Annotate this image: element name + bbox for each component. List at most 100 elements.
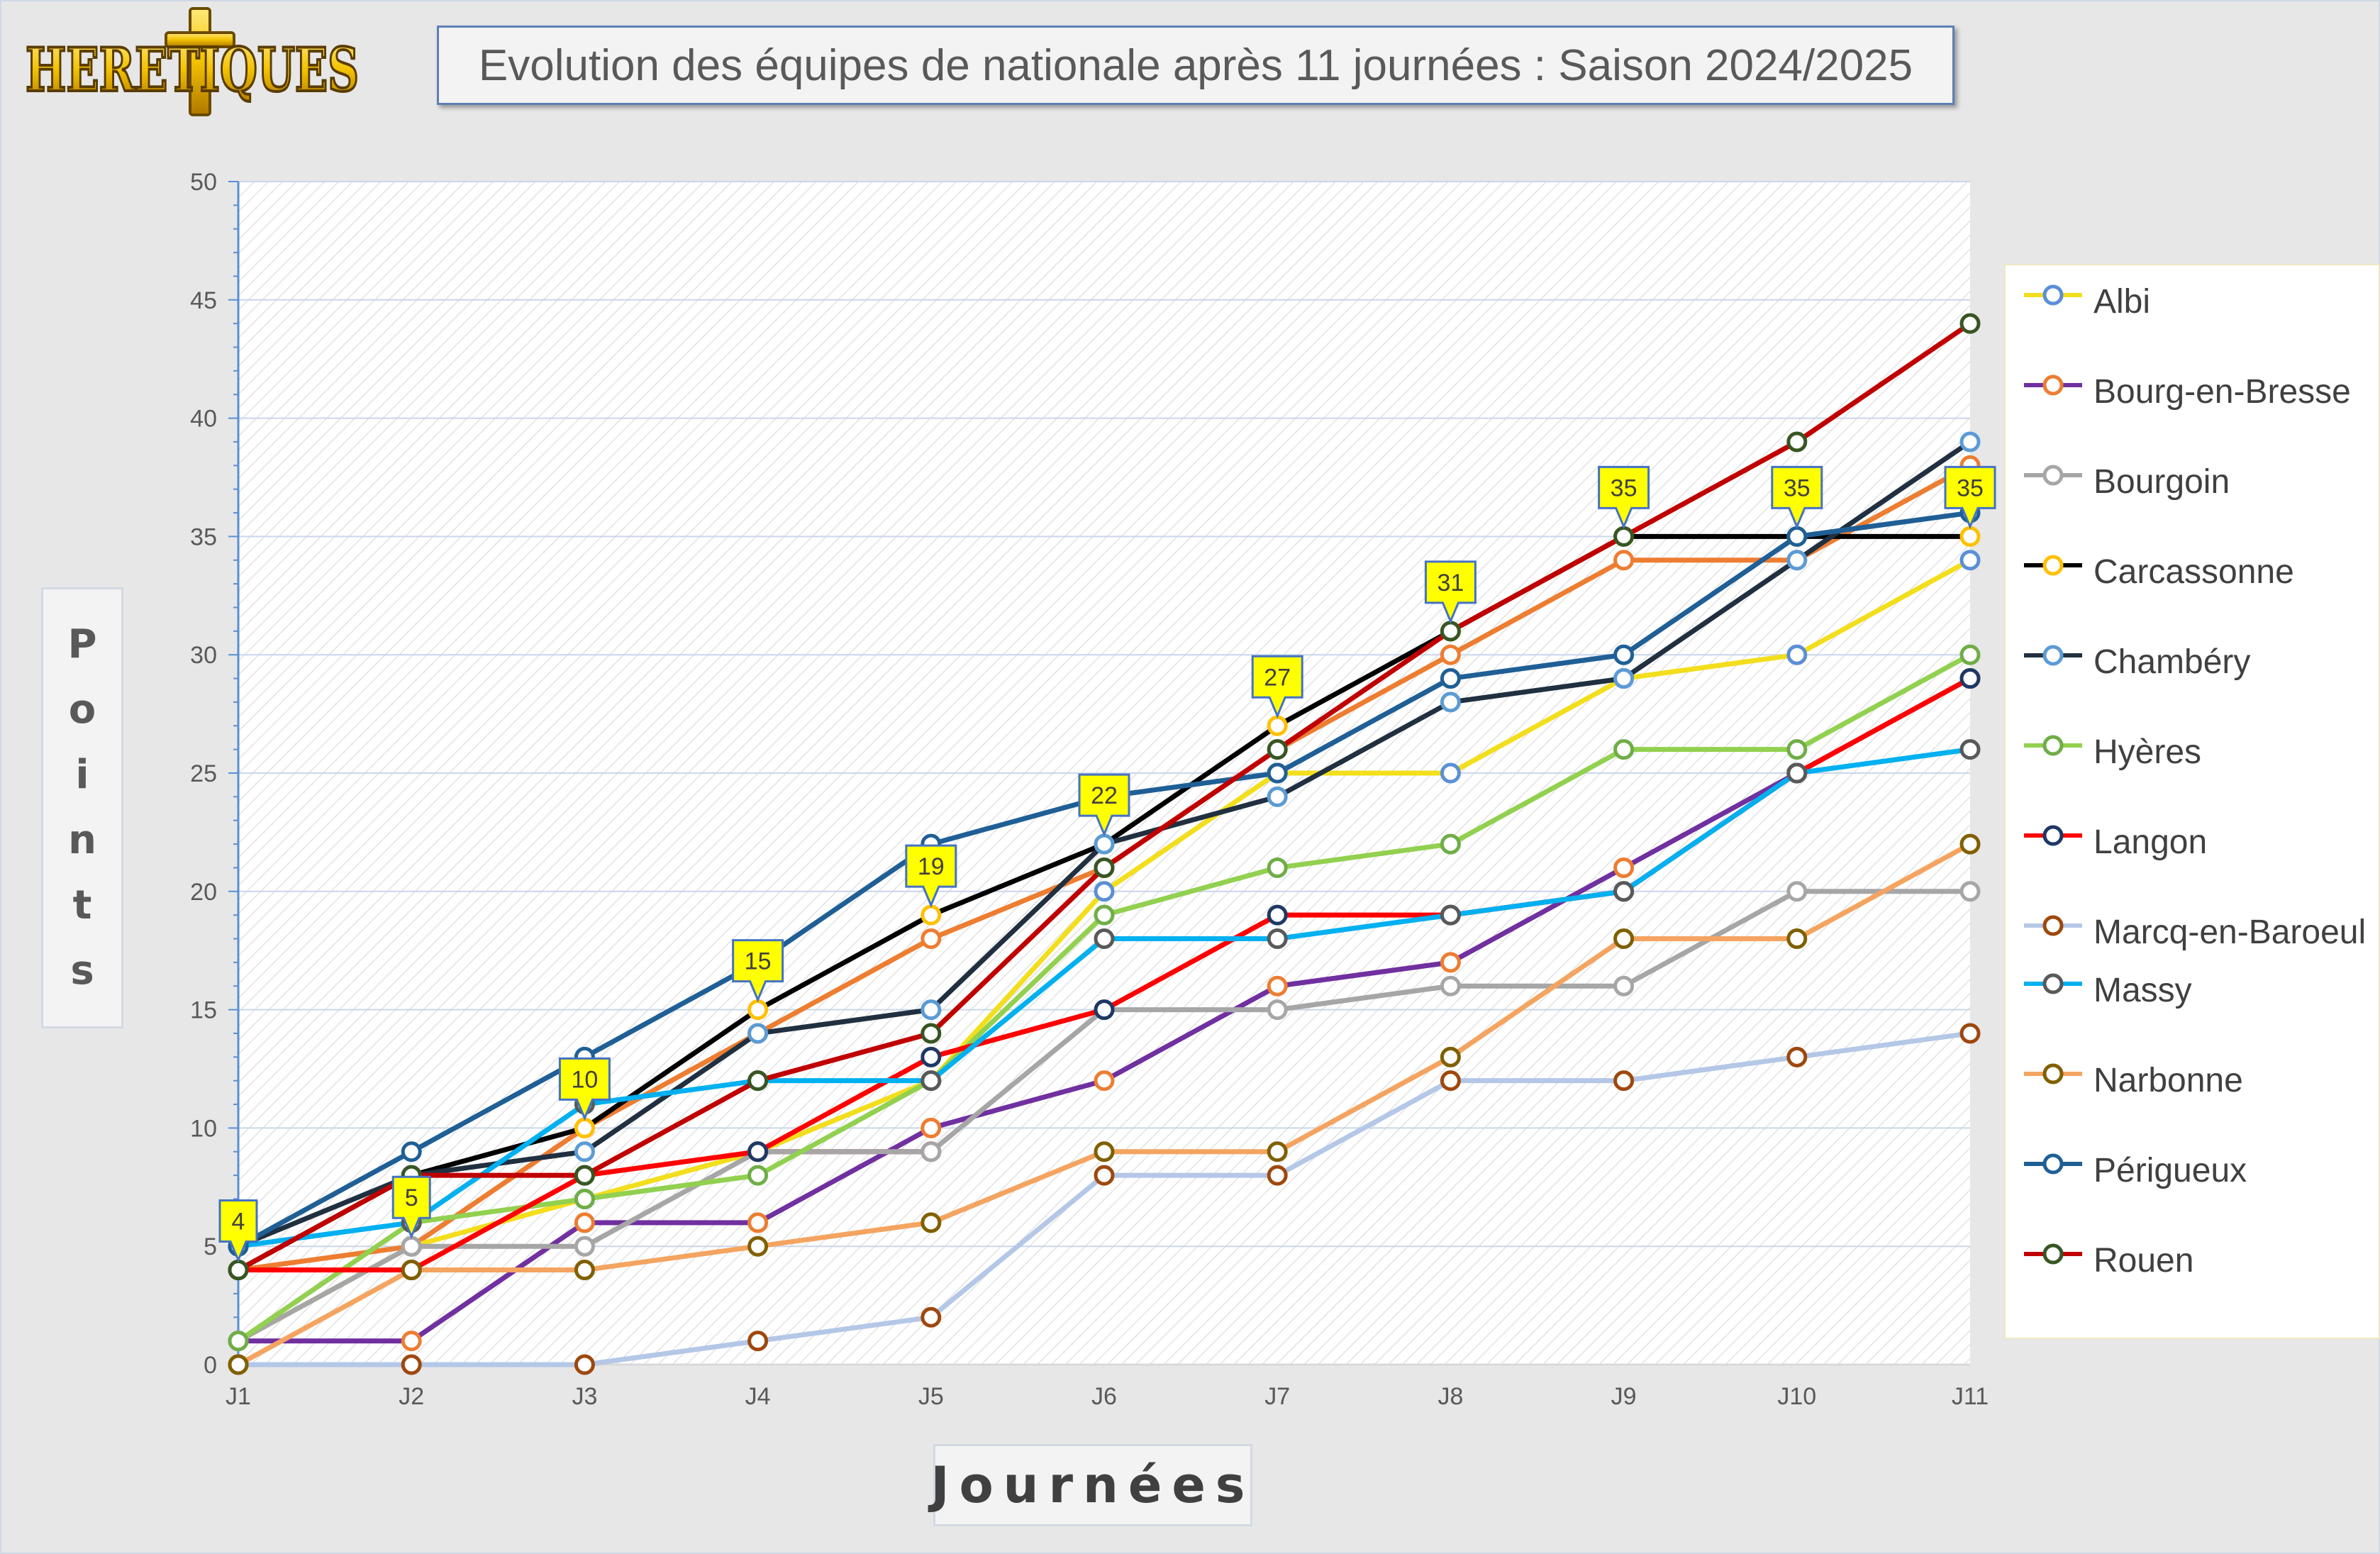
series-massy-point (1442, 906, 1459, 923)
series-rouen-point (576, 1167, 593, 1184)
series-hyeres-point (1789, 741, 1806, 758)
legend-label: Massy (2093, 967, 2377, 1015)
legend-label: Rouen (2093, 1237, 2377, 1285)
y-tick-label: 45 (190, 287, 217, 314)
callout-label: 35 (1784, 474, 1811, 501)
series-rouen-point (1962, 315, 1979, 332)
callout-label: 19 (918, 853, 945, 880)
legend-item-carcassonne: Carcassonne (2006, 544, 2379, 587)
legend-swatch (2021, 364, 2085, 406)
series-perigueux-point (1269, 765, 1286, 782)
series-marcq-en-baroeul-point (1096, 1167, 1113, 1184)
series-massy-point (1962, 741, 1979, 758)
series-bourg-en-bresse-point (1442, 954, 1459, 971)
series-carcassonne-point (1962, 528, 1979, 545)
series-narbonne-point (750, 1238, 767, 1255)
series-chambery-point (923, 1001, 940, 1019)
series-marcq-en-baroeul-point (403, 1356, 420, 1373)
series-massy-point (1269, 931, 1286, 948)
legend-item-marcq-en-baroeul: Marcq-en-Baroeul (2006, 904, 2379, 947)
extra-series-0-point (923, 931, 940, 948)
series-albi-point (1096, 883, 1113, 900)
series-bourg-en-bresse-point (750, 1214, 767, 1231)
series-bourgoin-point (1962, 883, 1979, 900)
series-perigueux-point (403, 1143, 420, 1160)
x-tick-label: J4 (745, 1383, 771, 1410)
series-perigueux-point (1616, 646, 1633, 663)
series-marcq-en-baroeul-point (750, 1333, 767, 1350)
y-tick-label: 20 (190, 879, 217, 906)
series-bourg-en-bresse-point (403, 1333, 420, 1350)
y-tick-label: 50 (190, 169, 217, 196)
legend-label: Périgueux (2093, 1147, 2377, 1195)
legend-item-rouen: Rouen (2006, 1233, 2379, 1275)
series-narbonne-point (1962, 836, 1979, 853)
series-bourg-en-bresse-point (1616, 859, 1633, 876)
series-carcassonne-point (750, 1001, 767, 1019)
series-bourgoin-point (1789, 883, 1806, 900)
series-marcq-en-baroeul-point (1269, 1167, 1286, 1184)
callout-label: 35 (1957, 474, 1984, 501)
series-hyeres-point (230, 1333, 247, 1350)
y-tick-label: 0 (204, 1352, 217, 1379)
chart-legend: Albi Bourg-en-Bresse Bourgoin Carcassonne Ch… (2004, 264, 2380, 1339)
series-marcq-en-baroeul-point (1962, 1025, 1979, 1042)
legend-swatch (2021, 814, 2085, 857)
extra-series-0-point (1616, 552, 1633, 569)
series-narbonne-point (1269, 1143, 1286, 1160)
y-tick-label: 5 (204, 1233, 217, 1260)
legend-swatch (2021, 904, 2085, 947)
series-langon-point (1096, 1001, 1113, 1019)
series-chambery-point (1096, 836, 1113, 853)
legend-label: Langon (2093, 818, 2377, 867)
legend-swatch (2021, 962, 2085, 1005)
y-tick-label: 30 (190, 642, 217, 669)
legend-label: Marcq-en-Baroeul (2093, 909, 2377, 957)
legend-swatch (2021, 454, 2085, 496)
series-langon-point (750, 1143, 767, 1160)
series-hyeres-point (750, 1167, 767, 1184)
series-hyeres-point (1962, 646, 1979, 663)
callout-label: 15 (745, 948, 772, 975)
series-marcq-en-baroeul-point (1616, 1072, 1633, 1089)
x-tick-label: J5 (918, 1383, 944, 1410)
series-bourg-en-bresse-point (576, 1214, 593, 1231)
series-narbonne-point (1789, 931, 1806, 948)
series-hyeres-point (1096, 906, 1113, 923)
legend-swatch (2021, 1053, 2085, 1095)
callout-label: 10 (571, 1066, 598, 1093)
legend-item-bourg-en-bresse: Bourg-en-Bresse (2006, 364, 2379, 406)
series-hyeres-point (1616, 741, 1633, 758)
series-rouen-point (1269, 741, 1286, 758)
series-chambery-point (1789, 552, 1806, 569)
y-tick-label: 40 (190, 406, 217, 433)
legend-label: Albi (2093, 278, 2377, 326)
legend-item-narbonne: Narbonne (2006, 1053, 2379, 1095)
series-chambery-point (1442, 694, 1459, 711)
series-bourgoin-point (576, 1238, 593, 1255)
x-tick-label: J1 (226, 1383, 251, 1410)
x-tick-label: J10 (1777, 1383, 1816, 1410)
series-bourgoin-point (1442, 977, 1459, 994)
x-tick-label: J2 (399, 1383, 424, 1410)
legend-item-langon: Langon (2006, 814, 2379, 857)
series-rouen-point (1442, 623, 1459, 640)
series-perigueux-point (1442, 670, 1459, 687)
series-carcassonne-point (1269, 717, 1286, 734)
y-tick-label: 15 (190, 997, 217, 1024)
series-marcq-en-baroeul-point (1789, 1048, 1806, 1065)
legend-label: Carcassonne (2093, 548, 2377, 596)
series-chambery-point (750, 1025, 767, 1042)
series-hyeres-point (576, 1190, 593, 1207)
series-chambery-point (1269, 788, 1286, 805)
series-marcq-en-baroeul-point (576, 1356, 593, 1373)
series-massy-point (1789, 765, 1806, 782)
callout-label: 27 (1264, 664, 1291, 691)
series-chambery-point (576, 1143, 593, 1160)
series-hyeres-point (1269, 859, 1286, 876)
series-rouen-point (1096, 859, 1113, 876)
callout-label: 22 (1091, 782, 1118, 809)
series-narbonne-point (1442, 1048, 1459, 1065)
legend-label: Narbonne (2093, 1057, 2377, 1105)
series-langon-point (923, 1048, 940, 1065)
